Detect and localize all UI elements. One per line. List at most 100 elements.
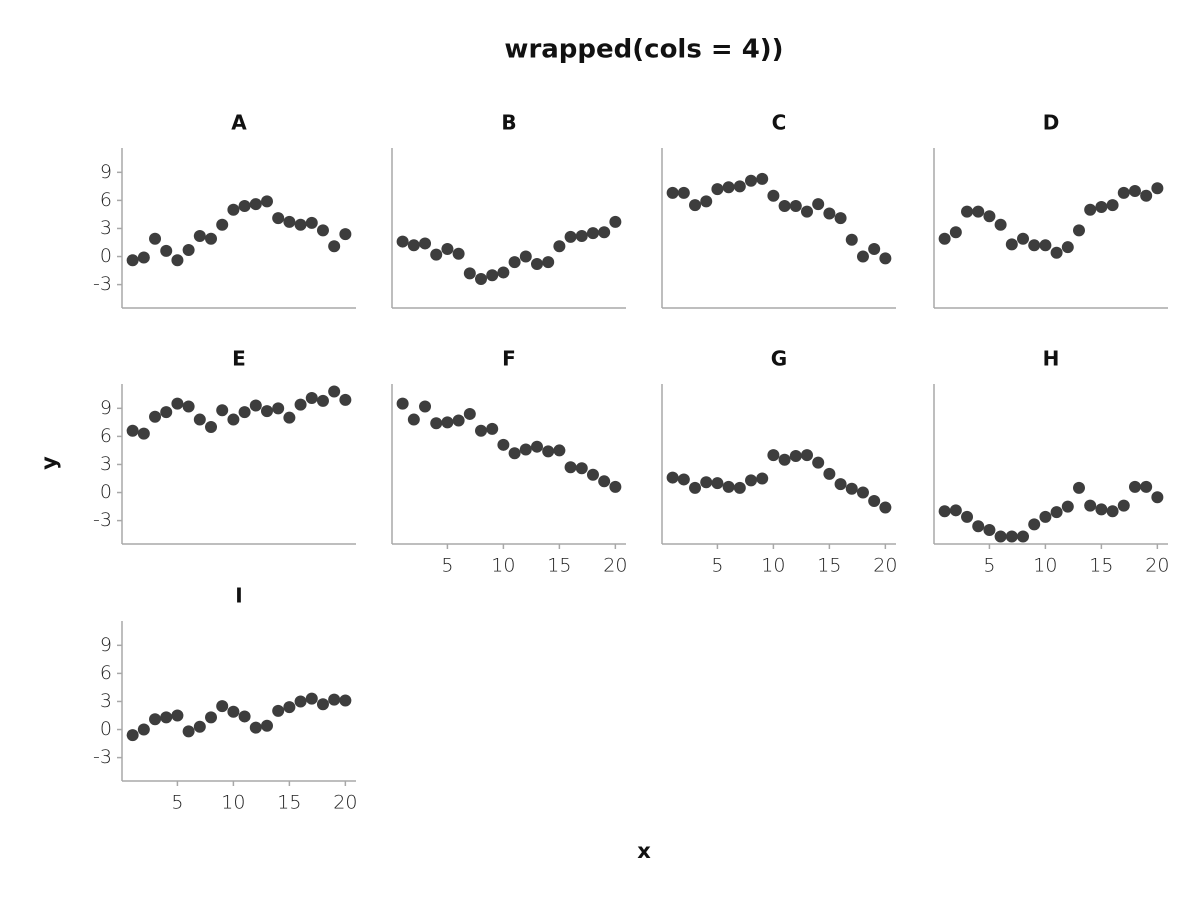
point xyxy=(868,494,881,507)
point xyxy=(294,218,307,231)
point xyxy=(689,199,702,212)
point xyxy=(430,417,443,430)
x-tick-label: 20 xyxy=(873,555,897,577)
point xyxy=(205,421,218,434)
point xyxy=(407,239,420,252)
x-tick-label: 5 xyxy=(983,555,995,577)
point xyxy=(1095,503,1108,516)
point xyxy=(856,250,869,263)
x-tick-label: 10 xyxy=(491,555,515,577)
point xyxy=(339,228,352,241)
point xyxy=(193,720,206,733)
point xyxy=(700,476,713,489)
point xyxy=(1005,238,1018,251)
point xyxy=(463,267,476,280)
point xyxy=(1140,189,1153,202)
x-tick-label: 15 xyxy=(1089,555,1113,577)
y-tick-label: -3 xyxy=(93,509,112,531)
point xyxy=(283,215,296,228)
point xyxy=(542,256,555,269)
panel-title: E xyxy=(232,347,246,371)
point xyxy=(800,449,813,462)
panel-title: I xyxy=(235,584,242,608)
point xyxy=(419,400,432,413)
point xyxy=(879,252,892,265)
point xyxy=(1061,241,1074,254)
point xyxy=(666,186,679,199)
point xyxy=(823,467,836,480)
point xyxy=(733,180,746,193)
x-tick-label: 5 xyxy=(441,555,453,577)
point xyxy=(272,212,285,225)
y-tick-label: 9 xyxy=(100,161,112,183)
point xyxy=(238,710,251,723)
point xyxy=(316,698,329,711)
point xyxy=(1039,239,1052,252)
panel-title: C xyxy=(772,111,787,135)
point xyxy=(789,450,802,463)
point xyxy=(193,413,206,426)
point xyxy=(961,510,974,523)
point xyxy=(689,481,702,494)
point xyxy=(419,237,432,250)
panel-title: F xyxy=(502,347,516,371)
panel-title: D xyxy=(1043,111,1060,135)
point xyxy=(328,385,341,398)
point xyxy=(160,406,173,419)
y-axis-label: y xyxy=(37,456,61,470)
point xyxy=(294,398,307,411)
point xyxy=(553,240,566,253)
point xyxy=(508,256,521,269)
point xyxy=(328,693,341,706)
point xyxy=(711,477,724,490)
point xyxy=(272,704,285,717)
point xyxy=(553,444,566,457)
point xyxy=(1072,224,1085,237)
point xyxy=(1028,239,1041,252)
point xyxy=(407,413,420,426)
point xyxy=(677,186,690,199)
point xyxy=(542,445,555,458)
point xyxy=(1017,232,1030,245)
point xyxy=(260,195,273,208)
point xyxy=(1005,530,1018,543)
point xyxy=(249,399,262,412)
panel-title: H xyxy=(1043,347,1060,371)
point xyxy=(249,198,262,211)
point xyxy=(938,505,951,518)
y-tick-label: 6 xyxy=(100,425,112,447)
point xyxy=(452,247,465,260)
point xyxy=(711,183,724,196)
x-tick-label: 20 xyxy=(333,792,357,814)
point xyxy=(1151,182,1164,195)
point xyxy=(339,393,352,406)
y-tick-label: 0 xyxy=(100,481,112,503)
point xyxy=(137,427,150,440)
point xyxy=(812,456,825,469)
point xyxy=(745,474,758,487)
point xyxy=(972,205,985,218)
point xyxy=(1106,199,1119,212)
point xyxy=(1117,186,1130,199)
point xyxy=(834,478,847,491)
point xyxy=(812,198,825,211)
x-tick-label: 20 xyxy=(1145,555,1169,577)
point xyxy=(598,226,611,239)
point xyxy=(938,232,951,245)
y-tick-label: 6 xyxy=(100,662,112,684)
point xyxy=(227,705,240,718)
point xyxy=(609,480,622,493)
point xyxy=(767,449,780,462)
x-tick-label: 5 xyxy=(171,792,183,814)
x-tick-label: 10 xyxy=(761,555,785,577)
point xyxy=(1140,480,1153,493)
point xyxy=(586,227,599,240)
point xyxy=(1095,200,1108,213)
point xyxy=(508,447,521,460)
point xyxy=(530,440,543,453)
point xyxy=(845,233,858,246)
y-tick-label: 9 xyxy=(100,634,112,656)
point xyxy=(475,424,488,437)
point xyxy=(1128,480,1141,493)
